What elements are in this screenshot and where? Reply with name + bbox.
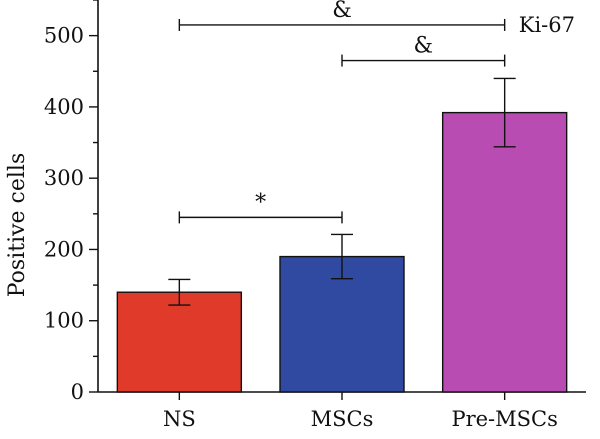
x-tick-label: NS — [163, 407, 196, 431]
x-tick-label: MSCs — [311, 407, 374, 431]
x-tick-label: Pre-MSCs — [451, 407, 557, 431]
y-tick-label: 100 — [44, 309, 84, 333]
significance-label: & — [414, 34, 434, 59]
chart-annotation: Ki-67 — [519, 13, 575, 37]
significance-label: & — [332, 0, 352, 23]
y-tick-label: 300 — [44, 166, 84, 190]
significance-label: * — [255, 190, 266, 215]
bar-pre-mscs — [441, 111, 568, 393]
y-tick-label: 200 — [44, 237, 84, 261]
bar-ns — [116, 291, 243, 393]
y-axis-title: Positive cells — [5, 153, 30, 298]
plot-area: 0 100 200 300 400 500 NS MSCs Pre-MSCs & & * — [44, 0, 586, 431]
y-tick-label: 400 — [44, 95, 84, 119]
y-tick-label: 0 — [71, 380, 84, 404]
y-tick-label: 500 — [44, 24, 84, 48]
